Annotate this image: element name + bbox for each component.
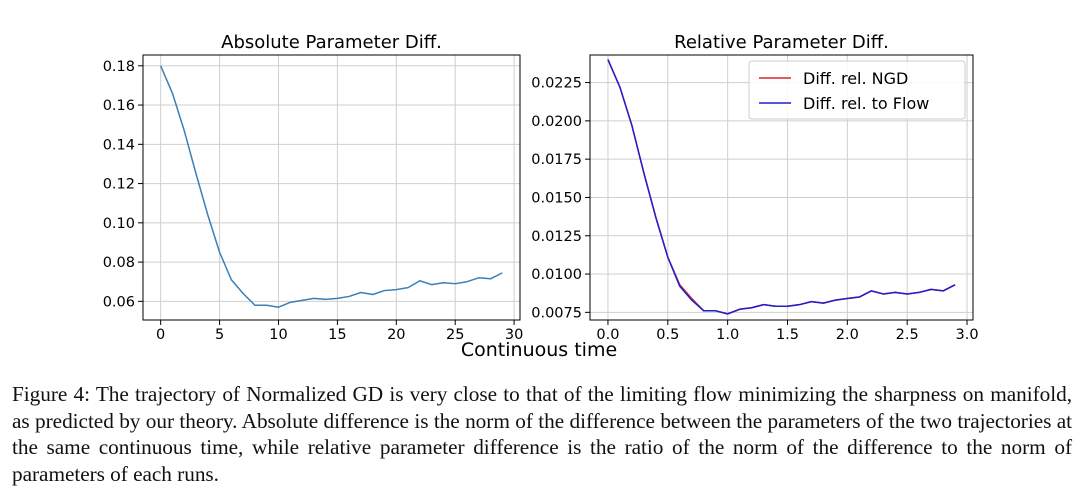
legend-label: Diff. rel. NGD — [803, 69, 908, 88]
y-tick-label: 0.0150 — [531, 190, 582, 206]
relative-diff-panel: 0.0 0.5 1.0 1.5 2.0 2.5 3.0 0.0075 0.0100 0.0125 0… — [531, 32, 978, 343]
legend-label: Diff. rel. to Flow — [803, 94, 929, 113]
plot-area — [143, 55, 520, 320]
x-tick-label: 5 — [215, 327, 224, 343]
y-tick-label: 0.0125 — [531, 229, 582, 245]
x-tick-label: 1.5 — [776, 327, 799, 343]
shared-x-axis-label: Continuous time — [461, 339, 617, 361]
y-tick-label: 0.0100 — [531, 267, 582, 283]
y-tick-label: 0.0200 — [531, 114, 582, 130]
y-tick-label: 0.18 — [103, 59, 135, 75]
x-tick-label: 10 — [269, 327, 287, 343]
series-line-diff-rel-to-flow — [607, 59, 956, 315]
y-tick-label: 0.0175 — [531, 152, 582, 168]
y-tick-label: 0.0075 — [531, 305, 582, 321]
series-line-absolute-difference — [159, 65, 503, 308]
figure-caption: Figure 4: The trajectory of Normalized G… — [12, 382, 1072, 486]
x-tick-label: 3.0 — [955, 327, 978, 343]
chart-title: Relative Parameter Diff. — [674, 32, 889, 53]
x-tick-label: 2.0 — [836, 327, 859, 343]
x-tick-label: 30 — [505, 327, 523, 343]
x-tick-label: 1.0 — [716, 327, 739, 343]
x-tick-label: 0 — [156, 327, 165, 343]
x-tick-label: 2.5 — [896, 327, 919, 343]
y-tick-label: 0.06 — [103, 294, 135, 310]
y-tick-label: 0.0225 — [531, 76, 582, 92]
y-tick-label: 0.12 — [103, 177, 135, 193]
axes-frame — [589, 54, 974, 321]
x-tick-label: 25 — [446, 327, 464, 343]
y-tick-label: 0.14 — [103, 137, 135, 153]
absolute-diff-panel: 0 5 10 15 20 25 30 0.06 0.08 0.10 0.12 0.14 0.16 0.18… — [103, 32, 524, 343]
x-tick-label: 0.5 — [656, 327, 679, 343]
axes-frame — [142, 54, 521, 321]
x-tick-label: 20 — [387, 327, 405, 343]
y-tick-label: 0.16 — [103, 98, 135, 114]
legend-box — [748, 60, 966, 120]
y-tick-label: 0.08 — [103, 255, 135, 271]
chart-title: Absolute Parameter Diff. — [221, 32, 442, 53]
x-tick-label: 15 — [328, 327, 346, 343]
x-tick-label: 0.0 — [596, 327, 619, 343]
y-tick-label: 0.10 — [103, 216, 135, 232]
